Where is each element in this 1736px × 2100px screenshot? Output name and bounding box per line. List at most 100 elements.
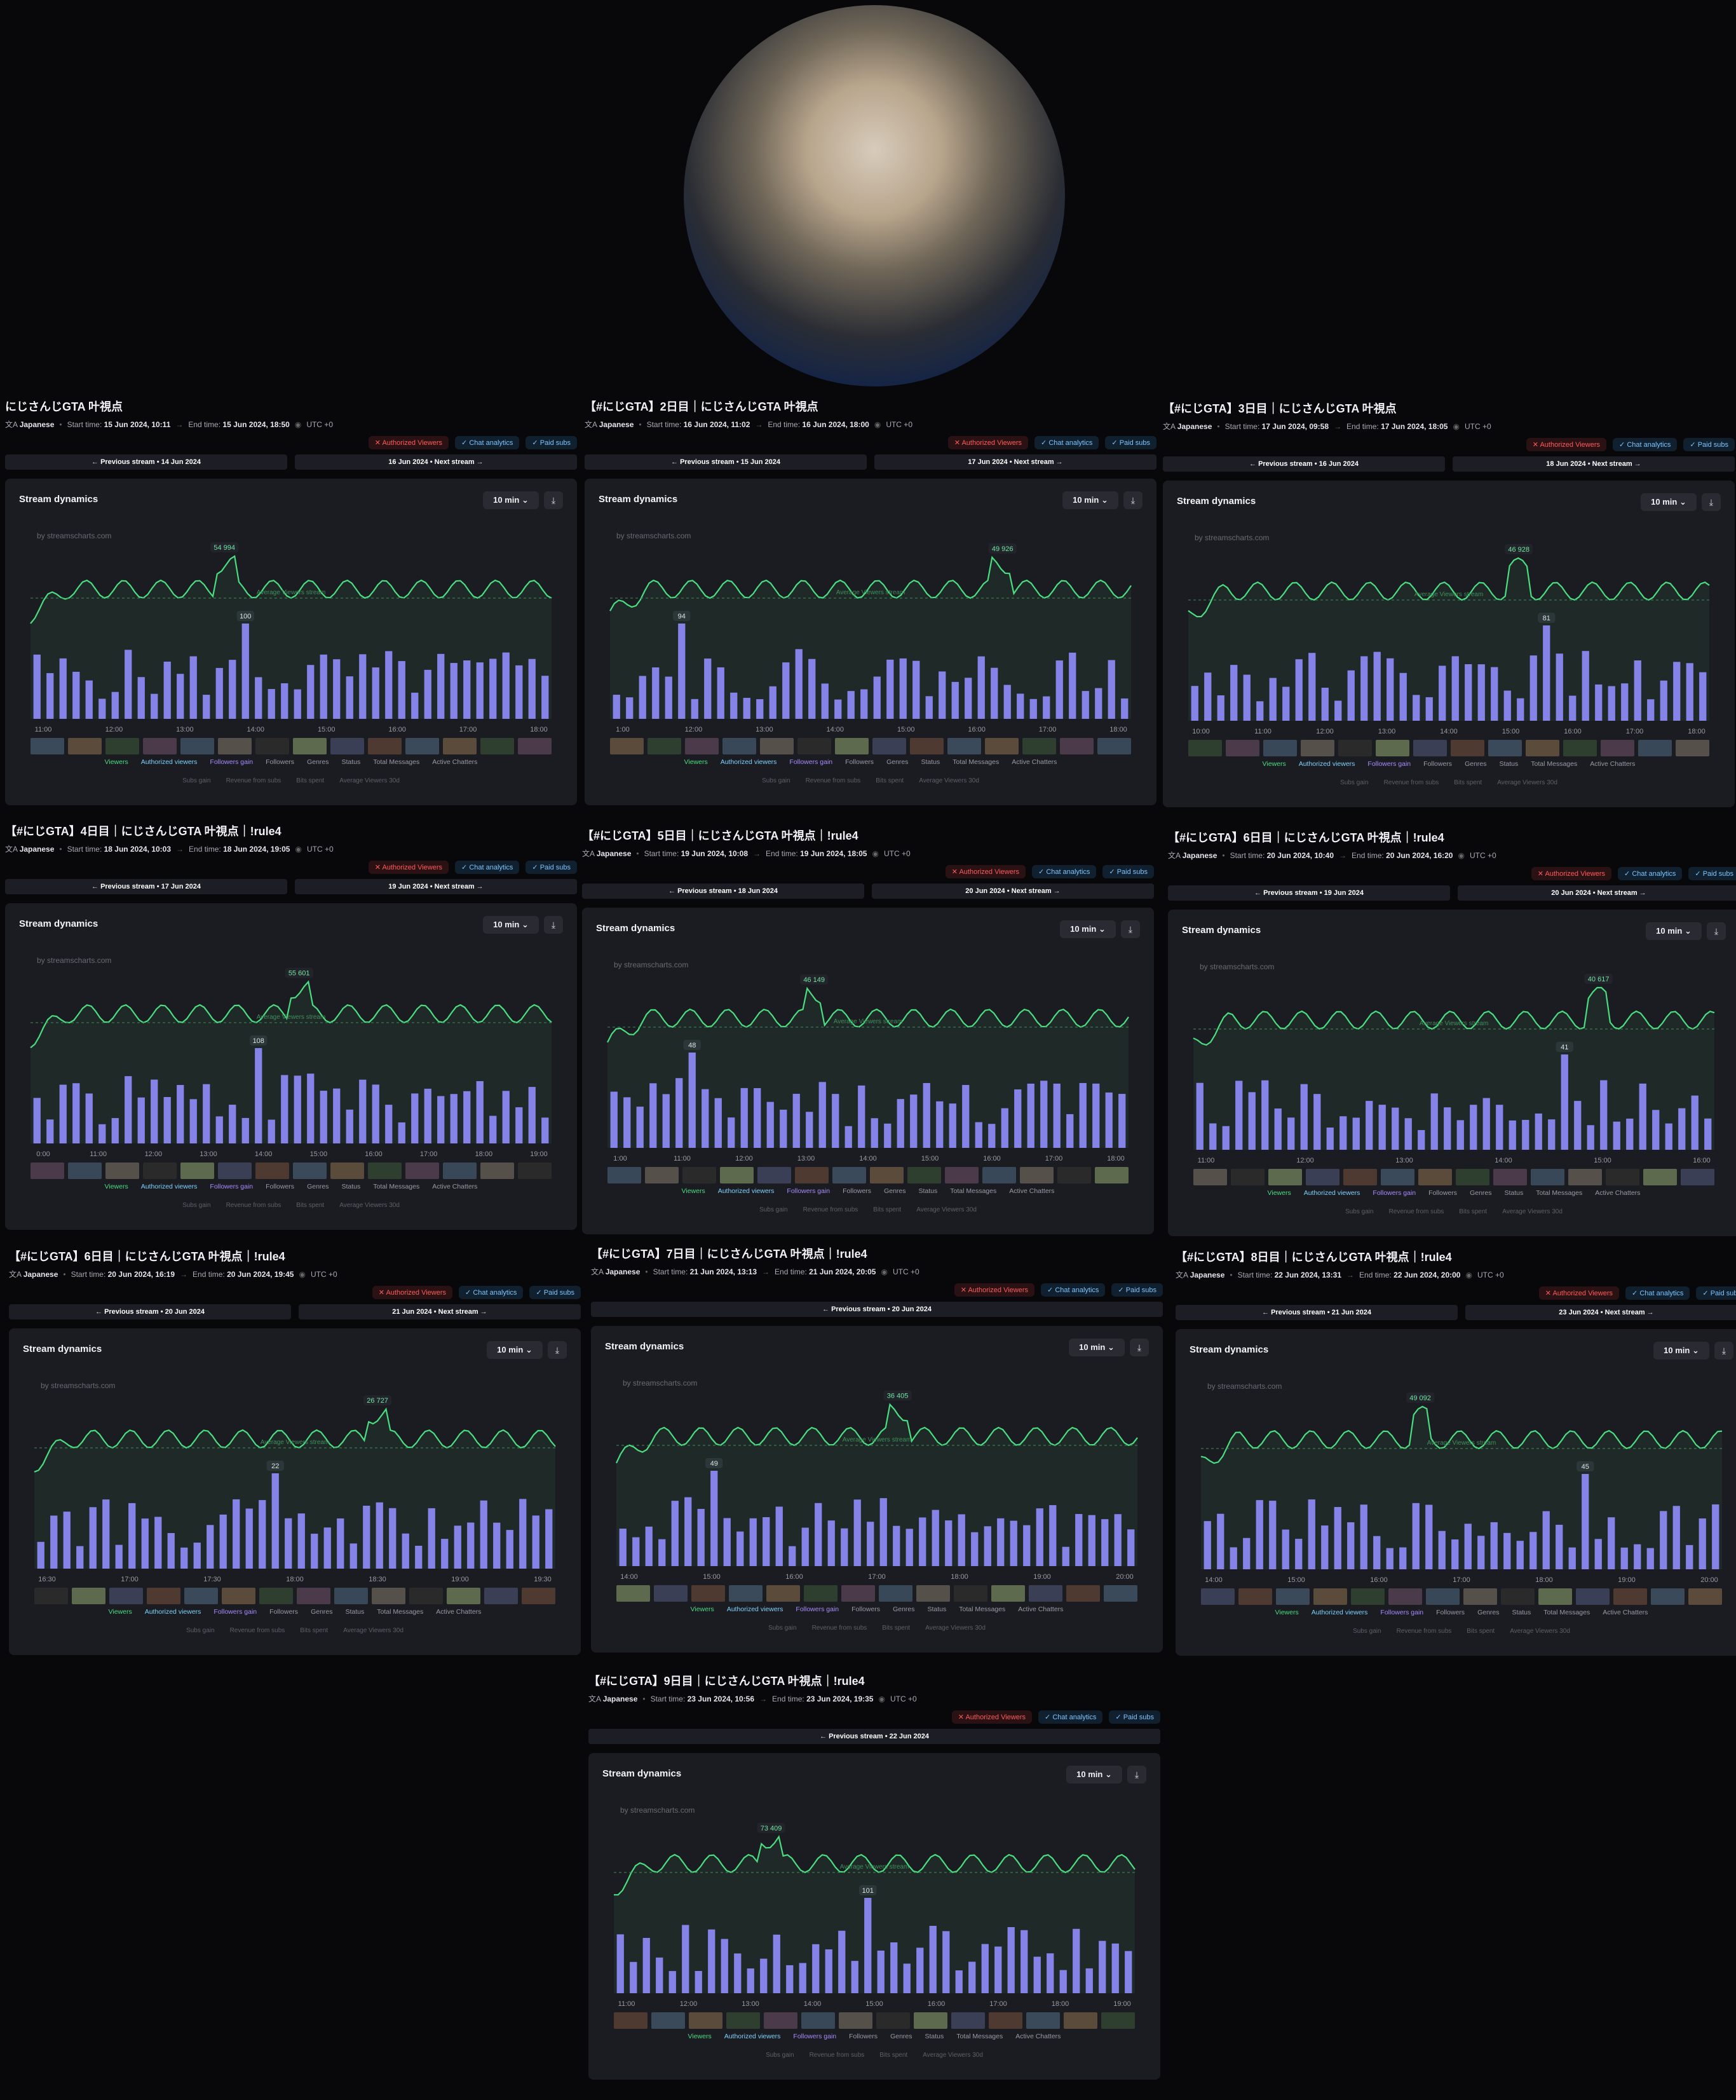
legend-item[interactable]: Average Viewers 30d — [339, 1202, 400, 1209]
genre-thumbnail[interactable] — [985, 738, 1019, 754]
legend-item[interactable]: Subs gain — [1340, 779, 1369, 786]
genre-thumbnail[interactable] — [255, 1162, 289, 1179]
genre-thumbnail[interactable] — [518, 738, 552, 754]
genre-thumbnail[interactable] — [1526, 740, 1559, 756]
legend-item[interactable]: Followers — [1423, 760, 1453, 768]
genre-thumbnail[interactable] — [443, 1162, 477, 1179]
genre-thumbnail[interactable] — [1488, 740, 1522, 756]
genre-thumbnail[interactable] — [726, 2012, 760, 2029]
legend-item[interactable]: Active Chatters — [1009, 1187, 1055, 1195]
genre-thumbnail[interactable] — [1643, 1169, 1677, 1185]
genre-thumbnail[interactable] — [1022, 738, 1056, 754]
genre-thumbnail[interactable] — [839, 2012, 872, 2029]
legend-item[interactable]: Status — [918, 1187, 938, 1195]
genre-thumbnail[interactable] — [804, 1585, 837, 1602]
genre-thumbnail[interactable] — [1231, 1169, 1265, 1185]
genre-thumbnail[interactable] — [409, 1588, 443, 1604]
legend-item[interactable]: Followers gain — [787, 1187, 831, 1195]
genre-thumbnail[interactable] — [872, 738, 906, 754]
genre-thumbnail[interactable] — [1576, 1588, 1610, 1605]
legend-item[interactable]: Revenue from subs — [226, 777, 281, 784]
chat-analytics-tag[interactable]: ✓ Chat analytics — [1038, 1710, 1103, 1724]
legend-item[interactable]: Authorized viewers — [1311, 1609, 1368, 1616]
genre-thumbnail[interactable] — [1638, 740, 1672, 756]
legend-item[interactable]: Subs gain — [1353, 1628, 1381, 1635]
authorized-viewers-tag[interactable]: ✕ Authorized Viewers — [1531, 866, 1612, 880]
genre-thumbnail[interactable] — [757, 1167, 791, 1183]
legend-item[interactable]: Followers — [1436, 1609, 1465, 1616]
genre-thumbnail[interactable] — [330, 738, 364, 754]
next-stream-button[interactable]: 23 Jun 2024 • Next stream → — [1465, 1305, 1736, 1320]
paid-subs-tag[interactable]: ✓ Paid subs — [1102, 864, 1154, 878]
legend-item[interactable]: Followers — [843, 1187, 872, 1195]
interval-select[interactable]: 10 min ⌄ — [1646, 922, 1702, 940]
paid-subs-tag[interactable]: ✓ Paid subs — [1688, 866, 1736, 880]
legend-item[interactable]: Revenue from subs — [809, 2052, 865, 2059]
interval-select[interactable]: 10 min ⌄ — [483, 491, 539, 509]
genre-thumbnail[interactable] — [1020, 1167, 1054, 1183]
authorized-viewers-tag[interactable]: ✕ Authorized Viewers — [372, 1285, 453, 1299]
legend-item[interactable]: Average Viewers 30d — [919, 777, 979, 784]
genre-thumbnail[interactable] — [689, 2012, 722, 2029]
genre-thumbnail[interactable] — [682, 1167, 716, 1183]
legend-item[interactable]: Bits spent — [296, 1202, 325, 1209]
legend-item[interactable]: Status — [921, 758, 940, 766]
genre-thumbnail[interactable] — [105, 1162, 139, 1179]
legend-item[interactable]: Total Messages — [950, 1187, 997, 1195]
legend-item[interactable]: Followers gain — [210, 758, 254, 766]
legend-item[interactable]: Followers gain — [793, 2033, 837, 2040]
genre-thumbnail[interactable] — [951, 2012, 985, 2029]
next-stream-button[interactable]: 16 Jun 2024 • Next stream → — [295, 454, 577, 470]
legend-item[interactable]: Average Viewers 30d — [1502, 1208, 1563, 1215]
legend-item[interactable]: Authorized viewers — [1303, 1189, 1360, 1197]
legend-item[interactable]: Subs gain — [766, 2052, 794, 2059]
interval-select[interactable]: 10 min ⌄ — [1641, 493, 1697, 511]
genre-thumbnail[interactable] — [685, 738, 719, 754]
genre-thumbnail[interactable] — [766, 1585, 800, 1602]
legend-item[interactable]: Viewers — [104, 1183, 128, 1190]
paid-subs-tag[interactable]: ✓ Paid subs — [526, 435, 577, 449]
genre-thumbnail[interactable] — [1193, 1169, 1227, 1185]
legend-item[interactable]: Genres — [307, 758, 329, 766]
legend-item[interactable]: Revenue from subs — [811, 1625, 867, 1632]
genre-thumbnail[interactable] — [651, 2012, 685, 2029]
genre-thumbnail[interactable] — [654, 1585, 688, 1602]
legend-item[interactable]: Authorized viewers — [144, 1608, 201, 1616]
legend-item[interactable]: Followers gain — [214, 1608, 257, 1616]
legend-item[interactable]: Subs gain — [186, 1627, 215, 1634]
genre-thumbnail[interactable] — [1064, 2012, 1097, 2029]
legend-item[interactable]: Bits spent — [873, 1206, 902, 1213]
genre-thumbnail[interactable] — [293, 738, 327, 754]
genre-thumbnail[interactable] — [616, 1585, 650, 1602]
legend-item[interactable]: Status — [927, 1606, 947, 1613]
legend-item[interactable]: Followers gain — [1380, 1609, 1424, 1616]
genre-thumbnail[interactable] — [1238, 1588, 1272, 1605]
paid-subs-tag[interactable]: ✓ Paid subs — [1109, 1710, 1160, 1724]
genre-thumbnail[interactable] — [991, 1585, 1025, 1602]
authorized-viewers-tag[interactable]: ✕ Authorized Viewers — [951, 1710, 1033, 1724]
genre-thumbnail[interactable] — [1426, 1588, 1460, 1605]
download-icon[interactable]: ⤓ — [1127, 1766, 1146, 1783]
chat-analytics-tag[interactable]: ✓ Chat analytics — [459, 1285, 524, 1299]
genre-thumbnail[interactable] — [610, 738, 644, 754]
legend-item[interactable]: Subs gain — [182, 777, 211, 784]
genre-thumbnail[interactable] — [1101, 2012, 1135, 2029]
previous-stream-button[interactable]: ← Previous stream • 19 Jun 2024 — [1168, 885, 1450, 901]
download-icon[interactable]: ⤓ — [1121, 920, 1140, 938]
legend-item[interactable]: Followers gain — [789, 758, 833, 766]
legend-item[interactable]: Status — [345, 1608, 365, 1616]
genre-thumbnail[interactable] — [1563, 740, 1597, 756]
genre-thumbnail[interactable] — [614, 2012, 648, 2029]
legend-item[interactable]: Bits spent — [300, 1627, 329, 1634]
legend-item[interactable]: Viewers — [690, 1606, 714, 1613]
legend-item[interactable]: Viewers — [1275, 1609, 1299, 1616]
genre-thumbnail[interactable] — [870, 1167, 904, 1183]
genre-thumbnail[interactable] — [1418, 1169, 1452, 1185]
legend-item[interactable]: Total Messages — [953, 758, 1000, 766]
legend-item[interactable]: Total Messages — [1531, 760, 1578, 768]
genre-thumbnail[interactable] — [109, 1588, 143, 1604]
interval-select[interactable]: 10 min ⌄ — [487, 1341, 543, 1359]
previous-stream-button[interactable]: ← Previous stream • 22 Jun 2024 — [588, 1729, 1160, 1744]
genre-thumbnail[interactable] — [522, 1588, 555, 1604]
legend-item[interactable]: Status — [1512, 1609, 1531, 1616]
